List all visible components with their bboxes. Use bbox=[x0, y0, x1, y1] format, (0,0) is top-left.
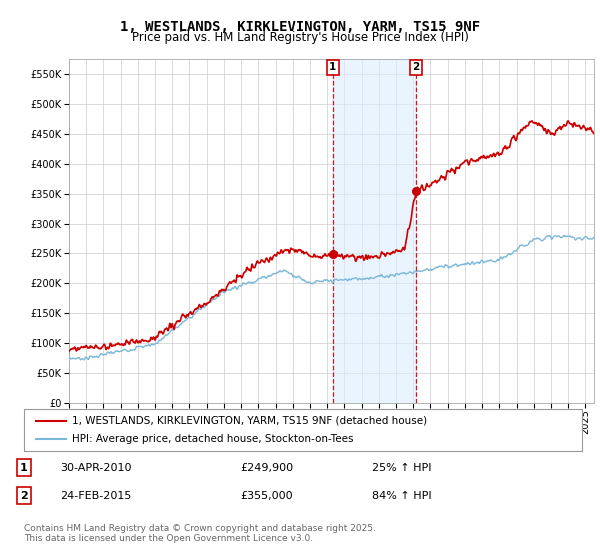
Text: 1: 1 bbox=[20, 463, 28, 473]
Text: 2: 2 bbox=[412, 62, 419, 72]
Text: 1, WESTLANDS, KIRKLEVINGTON, YARM, TS15 9NF: 1, WESTLANDS, KIRKLEVINGTON, YARM, TS15 … bbox=[120, 20, 480, 34]
Text: 24-FEB-2015: 24-FEB-2015 bbox=[60, 491, 131, 501]
Text: 25% ↑ HPI: 25% ↑ HPI bbox=[372, 463, 431, 473]
Text: Contains HM Land Registry data © Crown copyright and database right 2025.
This d: Contains HM Land Registry data © Crown c… bbox=[24, 524, 376, 543]
Text: HPI: Average price, detached house, Stockton-on-Tees: HPI: Average price, detached house, Stoc… bbox=[72, 434, 353, 444]
Text: 1: 1 bbox=[329, 62, 337, 72]
Text: 84% ↑ HPI: 84% ↑ HPI bbox=[372, 491, 431, 501]
Text: 1, WESTLANDS, KIRKLEVINGTON, YARM, TS15 9NF (detached house): 1, WESTLANDS, KIRKLEVINGTON, YARM, TS15 … bbox=[72, 416, 427, 426]
Text: 30-APR-2010: 30-APR-2010 bbox=[60, 463, 131, 473]
Text: Price paid vs. HM Land Registry's House Price Index (HPI): Price paid vs. HM Land Registry's House … bbox=[131, 31, 469, 44]
Text: 2: 2 bbox=[20, 491, 28, 501]
Text: £355,000: £355,000 bbox=[240, 491, 293, 501]
Text: £249,900: £249,900 bbox=[240, 463, 293, 473]
